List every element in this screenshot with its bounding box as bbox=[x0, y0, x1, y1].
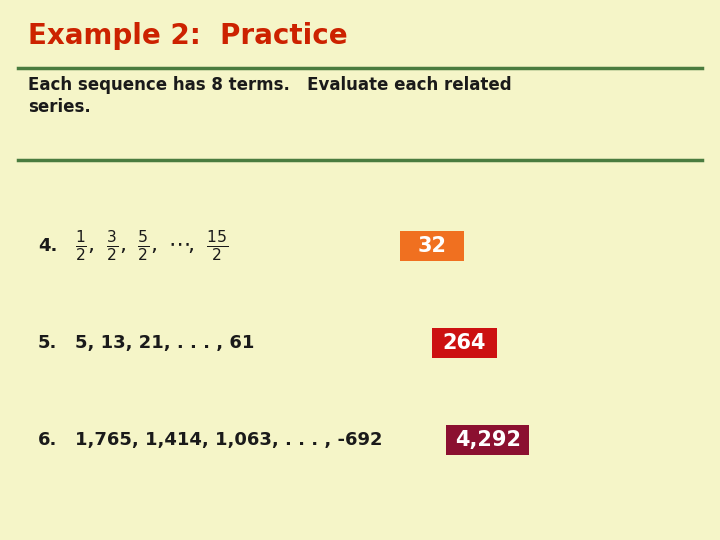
Text: 6.: 6. bbox=[38, 431, 58, 449]
Text: 4,292: 4,292 bbox=[455, 430, 521, 450]
Text: $\frac{1}{2},\ \frac{3}{2},\ \frac{5}{2},\ \cdots\!,\ \frac{15}{2}$: $\frac{1}{2},\ \frac{3}{2},\ \frac{5}{2}… bbox=[75, 228, 228, 263]
FancyBboxPatch shape bbox=[432, 328, 497, 358]
Text: 32: 32 bbox=[418, 235, 446, 256]
Text: 5.: 5. bbox=[38, 334, 58, 352]
Text: 5, 13, 21, . . . , 61: 5, 13, 21, . . . , 61 bbox=[75, 334, 254, 352]
FancyBboxPatch shape bbox=[400, 231, 464, 261]
Text: Each sequence has 8 terms.   Evaluate each related: Each sequence has 8 terms. Evaluate each… bbox=[28, 76, 512, 94]
Text: Example 2:  Practice: Example 2: Practice bbox=[28, 22, 348, 50]
Text: 1,765, 1,414, 1,063, . . . , -692: 1,765, 1,414, 1,063, . . . , -692 bbox=[75, 431, 382, 449]
Text: 264: 264 bbox=[443, 333, 486, 353]
Text: 4.: 4. bbox=[38, 237, 58, 255]
Text: series.: series. bbox=[28, 98, 91, 116]
FancyBboxPatch shape bbox=[446, 425, 529, 455]
